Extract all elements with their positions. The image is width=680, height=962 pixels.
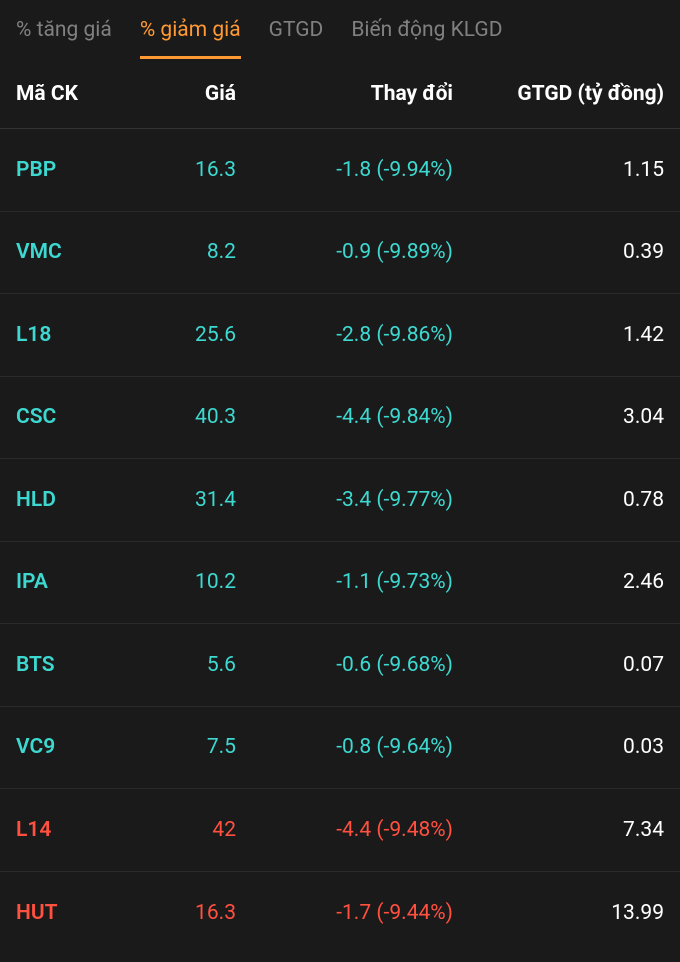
cell-change: -0.6 (-9.68%) bbox=[236, 653, 461, 677]
cell-change: -4.4 (-9.84%) bbox=[236, 405, 461, 429]
cell-price: 42 bbox=[131, 818, 236, 842]
cell-gtgd: 2.46 bbox=[461, 570, 664, 594]
cell-change: -0.8 (-9.64%) bbox=[236, 735, 461, 759]
cell-gtgd: 0.39 bbox=[461, 240, 664, 264]
table-body: PBP16.3-1.8 (-9.94%)1.15VMC8.2-0.9 (-9.8… bbox=[0, 129, 680, 954]
cell-price: 10.2 bbox=[131, 570, 236, 594]
table-row[interactable]: VC97.5-0.8 (-9.64%)0.03 bbox=[0, 707, 680, 790]
cell-change: -3.4 (-9.77%) bbox=[236, 488, 461, 512]
cell-price: 5.6 bbox=[131, 653, 236, 677]
cell-gtgd: 0.78 bbox=[461, 488, 664, 512]
cell-symbol: PBP bbox=[16, 158, 131, 182]
cell-price: 40.3 bbox=[131, 405, 236, 429]
cell-change: -2.8 (-9.86%) bbox=[236, 323, 461, 347]
cell-price: 16.3 bbox=[131, 158, 236, 182]
cell-change: -4.4 (-9.48%) bbox=[236, 818, 461, 842]
table-row[interactable]: HLD31.4-3.4 (-9.77%)0.78 bbox=[0, 459, 680, 542]
cell-change: -1.1 (-9.73%) bbox=[236, 570, 461, 594]
table-row[interactable]: IPA10.2-1.1 (-9.73%)2.46 bbox=[0, 542, 680, 625]
table-header-row: Mã CK Giá Thay đổi GTGD (tỷ đồng) bbox=[0, 60, 680, 129]
cell-gtgd: 13.99 bbox=[461, 901, 664, 925]
table-row[interactable]: CSC40.3-4.4 (-9.84%)3.04 bbox=[0, 377, 680, 460]
cell-gtgd: 1.15 bbox=[461, 158, 664, 182]
cell-price: 8.2 bbox=[131, 240, 236, 264]
cell-symbol: CSC bbox=[16, 405, 131, 429]
cell-symbol: HUT bbox=[16, 901, 131, 925]
cell-change: -1.8 (-9.94%) bbox=[236, 158, 461, 182]
cell-symbol: VC9 bbox=[16, 735, 131, 759]
cell-gtgd: 0.03 bbox=[461, 735, 664, 759]
cell-symbol: HLD bbox=[16, 488, 131, 512]
cell-gtgd: 7.34 bbox=[461, 818, 664, 842]
tab-1[interactable]: % giảm giá bbox=[140, 18, 241, 59]
cell-symbol: L18 bbox=[16, 323, 131, 347]
cell-symbol: VMC bbox=[16, 240, 131, 264]
cell-change: -0.9 (-9.89%) bbox=[236, 240, 461, 264]
cell-gtgd: 1.42 bbox=[461, 323, 664, 347]
tab-2[interactable]: GTGD bbox=[269, 18, 324, 59]
cell-change: -1.7 (-9.44%) bbox=[236, 901, 461, 925]
cell-symbol: IPA bbox=[16, 570, 131, 594]
cell-gtgd: 0.07 bbox=[461, 653, 664, 677]
header-price: Giá bbox=[131, 82, 236, 106]
cell-price: 16.3 bbox=[131, 901, 236, 925]
tab-0[interactable]: % tăng giá bbox=[16, 18, 112, 59]
table-row[interactable]: BTS5.6-0.6 (-9.68%)0.07 bbox=[0, 624, 680, 707]
header-gtgd: GTGD (tỷ đồng) bbox=[461, 82, 664, 106]
tab-3[interactable]: Biến động KLGD bbox=[351, 18, 502, 59]
cell-price: 31.4 bbox=[131, 488, 236, 512]
cell-symbol: BTS bbox=[16, 653, 131, 677]
tabs-bar: % tăng giá % giảm giá GTGD Biến động KLGD bbox=[0, 0, 680, 60]
table-row[interactable]: L1442-4.4 (-9.48%)7.34 bbox=[0, 789, 680, 872]
header-change: Thay đổi bbox=[236, 82, 461, 106]
header-symbol: Mã CK bbox=[16, 82, 131, 106]
cell-symbol: L14 bbox=[16, 818, 131, 842]
table-row[interactable]: VMC8.2-0.9 (-9.89%)0.39 bbox=[0, 212, 680, 295]
table-row[interactable]: PBP16.3-1.8 (-9.94%)1.15 bbox=[0, 129, 680, 212]
cell-price: 25.6 bbox=[131, 323, 236, 347]
cell-price: 7.5 bbox=[131, 735, 236, 759]
cell-gtgd: 3.04 bbox=[461, 405, 664, 429]
table-row[interactable]: L1825.6-2.8 (-9.86%)1.42 bbox=[0, 294, 680, 377]
table-row[interactable]: HUT16.3-1.7 (-9.44%)13.99 bbox=[0, 872, 680, 955]
